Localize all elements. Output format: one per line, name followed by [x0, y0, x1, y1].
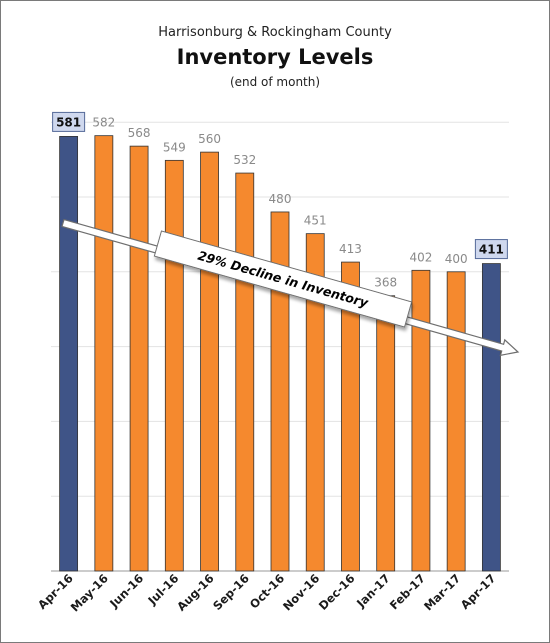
value-label: 560	[198, 132, 221, 146]
bar	[235, 172, 255, 572]
x-tick-label: Apr-17	[458, 571, 499, 612]
value-label: 400	[445, 252, 468, 266]
chart-subtitle: (end of month)	[230, 75, 320, 89]
x-tick-label: Jan-17	[353, 571, 393, 611]
bar	[446, 271, 466, 572]
value-label: 532	[233, 153, 256, 167]
value-label: 402	[409, 250, 432, 264]
bar	[129, 145, 149, 572]
value-label: 549	[163, 140, 186, 154]
value-label: 368	[374, 276, 397, 290]
bar	[270, 211, 290, 572]
annotation-box	[153, 230, 413, 328]
bar	[164, 159, 184, 572]
bar	[376, 295, 396, 572]
x-tick-label: Mar-17	[421, 571, 463, 613]
x-tick-label: Feb-17	[387, 571, 428, 612]
x-tick-label: May-16	[68, 571, 111, 614]
value-label: 582	[92, 116, 115, 130]
x-tick-label: Nov-16	[280, 571, 322, 613]
x-tick-label: Jun-16	[106, 571, 146, 611]
bar	[341, 261, 360, 572]
value-label: 480	[269, 192, 292, 206]
x-tick-label: Sep-16	[210, 571, 252, 613]
bar	[200, 151, 219, 572]
value-label: 581	[56, 115, 81, 129]
value-labels: 581 582 568 549 560 532 480 451 413 368 402 400 411	[52, 111, 508, 290]
x-tick-label: Dec-16	[316, 571, 358, 613]
value-label: 411	[479, 243, 504, 257]
x-tick-label: Aug-16	[174, 571, 217, 614]
bar	[305, 233, 325, 572]
chart-title: Inventory Levels	[177, 45, 374, 69]
bar	[411, 269, 431, 572]
bar	[94, 135, 114, 572]
bar	[59, 136, 79, 572]
value-label: 568	[128, 126, 151, 140]
chart-title-line1: Harrisonburg & Rockingham County	[158, 25, 392, 40]
value-label: 413	[339, 242, 362, 256]
value-label: 451	[304, 214, 327, 228]
bar	[481, 263, 501, 572]
value-label-box	[474, 239, 508, 260]
value-label-box	[52, 111, 86, 132]
